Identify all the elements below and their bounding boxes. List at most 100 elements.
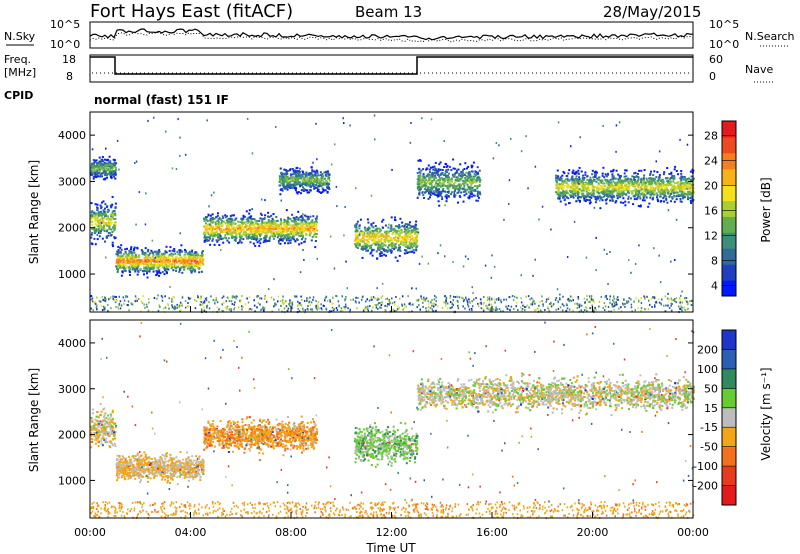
data-cell xyxy=(252,238,255,240)
data-cell xyxy=(615,189,617,192)
data-cell xyxy=(234,236,237,238)
data-cell xyxy=(116,253,119,256)
data-cell xyxy=(563,180,566,183)
data-cell xyxy=(671,196,673,199)
data-cell xyxy=(203,234,206,237)
data-cell xyxy=(101,160,104,163)
data-cell xyxy=(388,236,391,239)
data-cell xyxy=(418,186,421,189)
data-cell xyxy=(250,215,253,218)
data-cell xyxy=(173,261,176,264)
data-cell xyxy=(470,166,473,169)
data-cell xyxy=(637,178,640,181)
data-cell xyxy=(414,227,417,229)
data-cell xyxy=(98,169,101,172)
data-cell xyxy=(261,219,264,222)
data-cell xyxy=(132,249,135,252)
data-cell xyxy=(618,192,621,195)
data-cell xyxy=(93,170,96,173)
data-cell xyxy=(421,175,424,178)
data-cell xyxy=(274,226,277,229)
data-cell xyxy=(638,195,641,198)
data-cell xyxy=(152,253,155,256)
data-cell xyxy=(393,230,396,233)
data-cell xyxy=(463,168,466,170)
data-cell xyxy=(306,229,308,232)
data-cell xyxy=(582,195,585,198)
data-cell xyxy=(250,235,253,238)
data-cell xyxy=(459,163,462,166)
data-cell xyxy=(405,226,408,228)
data-cell xyxy=(429,171,431,173)
data-cell xyxy=(317,188,319,191)
data-cell xyxy=(640,177,643,180)
data-cell xyxy=(313,222,316,225)
data-cell xyxy=(379,255,382,257)
data-cell xyxy=(186,264,189,267)
data-cell xyxy=(209,217,212,220)
data-cell xyxy=(425,190,427,193)
data-cell xyxy=(453,182,456,185)
data-cell xyxy=(93,232,96,235)
data-cell xyxy=(682,178,685,181)
data-cell xyxy=(391,244,394,247)
data-cell xyxy=(358,244,361,247)
data-cell xyxy=(232,214,235,217)
data-cell xyxy=(205,228,208,231)
data-cell xyxy=(165,264,168,267)
data-cell xyxy=(556,192,559,195)
data-cell xyxy=(274,223,277,226)
data-cell xyxy=(169,262,172,265)
data-cell xyxy=(98,167,101,169)
data-cell xyxy=(587,199,590,202)
data-cell xyxy=(178,257,181,260)
data-cell xyxy=(656,180,659,182)
data-cell xyxy=(298,174,301,177)
data-cell xyxy=(238,235,241,238)
data-cell xyxy=(605,179,608,182)
data-cell xyxy=(214,233,217,236)
data-cell xyxy=(357,235,360,238)
data-cell xyxy=(195,254,198,257)
data-cell xyxy=(93,172,96,175)
data-cell xyxy=(370,223,373,226)
data-cell xyxy=(158,249,161,251)
data-cell xyxy=(94,166,97,169)
data-cell xyxy=(470,183,473,186)
data-cell xyxy=(279,193,282,196)
data-cell xyxy=(619,185,622,188)
data-cell xyxy=(379,243,382,246)
data-cell xyxy=(580,182,583,185)
data-cell xyxy=(238,226,241,229)
data-cell xyxy=(301,236,304,239)
data-cell xyxy=(259,217,262,220)
data-cell xyxy=(296,182,299,185)
data-cell xyxy=(311,221,314,224)
data-cell xyxy=(412,228,415,231)
data-cell xyxy=(101,156,104,158)
data-cell xyxy=(665,177,668,180)
data-cell xyxy=(651,198,654,201)
data-cell xyxy=(296,183,298,186)
data-cell xyxy=(414,229,417,232)
data-cell xyxy=(616,181,619,184)
data-cell xyxy=(217,222,220,225)
data-cell xyxy=(604,178,607,181)
data-cell xyxy=(105,173,108,176)
data-cell xyxy=(316,215,319,218)
data-cell xyxy=(233,223,236,226)
data-cell xyxy=(381,220,384,223)
data-cell xyxy=(574,177,577,180)
data-cell xyxy=(258,228,261,231)
data-cell xyxy=(619,180,622,183)
data-cell xyxy=(692,191,695,194)
data-cell xyxy=(302,186,305,189)
data-cell xyxy=(196,260,198,263)
data-cell xyxy=(316,172,319,175)
data-cell xyxy=(291,173,294,176)
data-cell xyxy=(471,195,473,198)
data-cell xyxy=(141,259,144,262)
data-cell xyxy=(227,218,230,221)
data-cell xyxy=(131,261,134,264)
data-cell xyxy=(611,186,614,189)
